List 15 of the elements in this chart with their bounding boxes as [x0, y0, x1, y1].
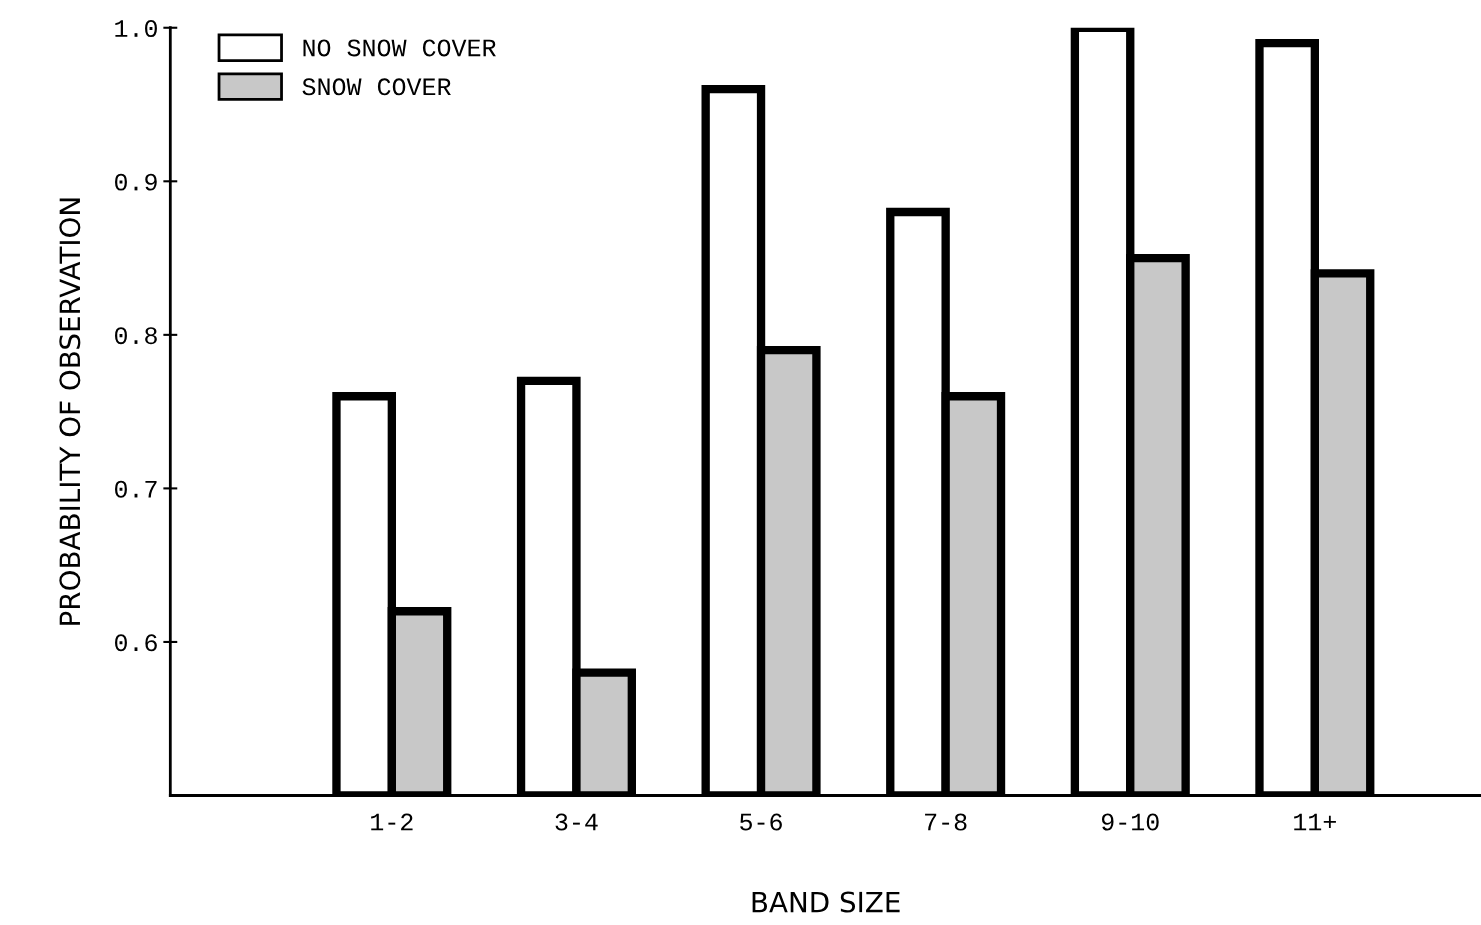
x-tick-label: 7-8	[925, 813, 967, 831]
legend-label: SNOW COVER	[302, 78, 451, 96]
x-tick-label: 9-10	[1101, 813, 1159, 831]
legend-label: NO SNOW COVER	[303, 39, 496, 57]
y-tick-label: 0.6	[115, 634, 157, 652]
y-tick-label: 0.7	[115, 480, 157, 498]
x-axis-title: BAND SIZE	[752, 891, 900, 913]
x-tick-label: 5-6	[740, 813, 782, 831]
x-tick-label: 3-4	[555, 813, 598, 831]
x-tick-label: 1-2	[371, 813, 413, 831]
y-tick-label: 0.9	[115, 173, 157, 191]
y-axis-title: PROBABILITY OF OBSERVATION	[59, 198, 81, 625]
y-tick-label: 1.0	[115, 20, 157, 38]
x-tick-label: 11+	[1294, 813, 1336, 831]
y-tick-label: 0.8	[115, 327, 157, 345]
